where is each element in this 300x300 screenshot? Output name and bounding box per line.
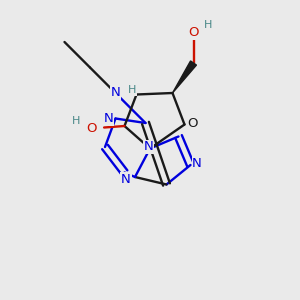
Text: O: O bbox=[86, 122, 97, 136]
Text: N: N bbox=[121, 172, 131, 186]
Text: N: N bbox=[111, 86, 120, 100]
Text: N: N bbox=[104, 112, 114, 125]
Text: H: H bbox=[204, 20, 213, 30]
Text: N: N bbox=[144, 140, 153, 154]
Text: O: O bbox=[188, 26, 199, 40]
Polygon shape bbox=[172, 61, 197, 93]
Text: H: H bbox=[128, 85, 136, 95]
Text: H: H bbox=[72, 116, 80, 126]
Text: O: O bbox=[188, 116, 198, 130]
Text: N: N bbox=[192, 157, 202, 170]
